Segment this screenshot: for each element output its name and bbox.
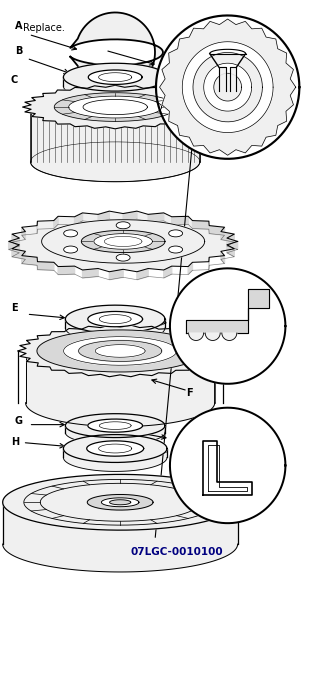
- Polygon shape: [227, 238, 238, 249]
- Text: A: A: [15, 21, 22, 31]
- Polygon shape: [75, 213, 82, 225]
- Polygon shape: [186, 289, 269, 333]
- Text: Replace.: Replace.: [23, 23, 64, 33]
- Text: F: F: [186, 387, 193, 398]
- Polygon shape: [37, 221, 38, 234]
- Polygon shape: [164, 266, 172, 278]
- Polygon shape: [64, 443, 167, 471]
- Polygon shape: [54, 93, 176, 121]
- Polygon shape: [137, 268, 148, 280]
- Ellipse shape: [169, 246, 183, 253]
- Polygon shape: [170, 268, 286, 384]
- Polygon shape: [227, 244, 234, 257]
- Polygon shape: [64, 77, 167, 86]
- Ellipse shape: [64, 246, 78, 253]
- Polygon shape: [3, 503, 238, 544]
- Polygon shape: [9, 211, 238, 272]
- Text: E: E: [11, 303, 17, 313]
- Polygon shape: [78, 340, 162, 362]
- Polygon shape: [88, 419, 143, 432]
- Polygon shape: [172, 217, 188, 225]
- Text: 07LGC-0010100: 07LGC-0010100: [130, 547, 223, 557]
- Ellipse shape: [169, 230, 183, 237]
- Polygon shape: [22, 227, 25, 240]
- Polygon shape: [193, 221, 209, 229]
- Polygon shape: [193, 52, 262, 122]
- Polygon shape: [222, 333, 237, 340]
- Ellipse shape: [64, 230, 78, 237]
- Polygon shape: [22, 255, 37, 265]
- Polygon shape: [88, 70, 142, 84]
- Polygon shape: [18, 326, 223, 377]
- Polygon shape: [9, 242, 20, 253]
- Polygon shape: [156, 16, 299, 159]
- Polygon shape: [3, 475, 238, 530]
- Polygon shape: [65, 314, 165, 342]
- Polygon shape: [123, 211, 137, 221]
- Polygon shape: [160, 19, 296, 155]
- Polygon shape: [37, 330, 203, 372]
- Polygon shape: [221, 251, 224, 264]
- Polygon shape: [65, 426, 165, 432]
- Polygon shape: [87, 441, 144, 456]
- Text: B: B: [15, 46, 22, 57]
- Polygon shape: [64, 72, 167, 100]
- Polygon shape: [65, 305, 165, 333]
- Polygon shape: [64, 336, 177, 365]
- Polygon shape: [65, 421, 165, 445]
- Polygon shape: [23, 85, 208, 129]
- Polygon shape: [82, 268, 98, 278]
- Polygon shape: [230, 67, 236, 91]
- Polygon shape: [205, 333, 220, 340]
- Polygon shape: [26, 379, 215, 426]
- Polygon shape: [31, 142, 200, 182]
- Text: G: G: [15, 415, 23, 426]
- Polygon shape: [65, 319, 165, 328]
- Polygon shape: [58, 266, 75, 274]
- Polygon shape: [12, 249, 25, 259]
- Polygon shape: [209, 225, 224, 235]
- Text: H: H: [11, 437, 19, 447]
- Polygon shape: [95, 345, 145, 358]
- Polygon shape: [214, 74, 241, 101]
- Ellipse shape: [116, 222, 130, 229]
- Polygon shape: [109, 269, 123, 280]
- Polygon shape: [38, 262, 54, 270]
- Polygon shape: [65, 413, 165, 438]
- Polygon shape: [109, 500, 131, 505]
- Polygon shape: [70, 12, 163, 92]
- Polygon shape: [203, 441, 252, 496]
- Polygon shape: [221, 232, 234, 242]
- Polygon shape: [170, 408, 286, 523]
- Polygon shape: [94, 234, 153, 249]
- Polygon shape: [64, 63, 167, 91]
- Polygon shape: [26, 351, 215, 402]
- Polygon shape: [148, 213, 164, 222]
- Polygon shape: [98, 211, 109, 222]
- Polygon shape: [87, 494, 153, 510]
- Text: D: D: [188, 236, 196, 247]
- Text: C: C: [11, 75, 18, 85]
- Polygon shape: [54, 217, 58, 229]
- Polygon shape: [182, 42, 273, 133]
- Polygon shape: [64, 449, 167, 458]
- Polygon shape: [204, 63, 252, 111]
- Polygon shape: [64, 434, 167, 462]
- Polygon shape: [69, 96, 162, 118]
- Polygon shape: [219, 67, 225, 91]
- Polygon shape: [42, 220, 205, 263]
- Polygon shape: [12, 234, 20, 246]
- Polygon shape: [101, 498, 139, 507]
- Ellipse shape: [116, 254, 130, 261]
- Polygon shape: [88, 311, 143, 327]
- Polygon shape: [81, 230, 165, 253]
- Polygon shape: [31, 107, 200, 162]
- Polygon shape: [188, 262, 193, 274]
- Polygon shape: [3, 516, 238, 572]
- Polygon shape: [188, 333, 204, 340]
